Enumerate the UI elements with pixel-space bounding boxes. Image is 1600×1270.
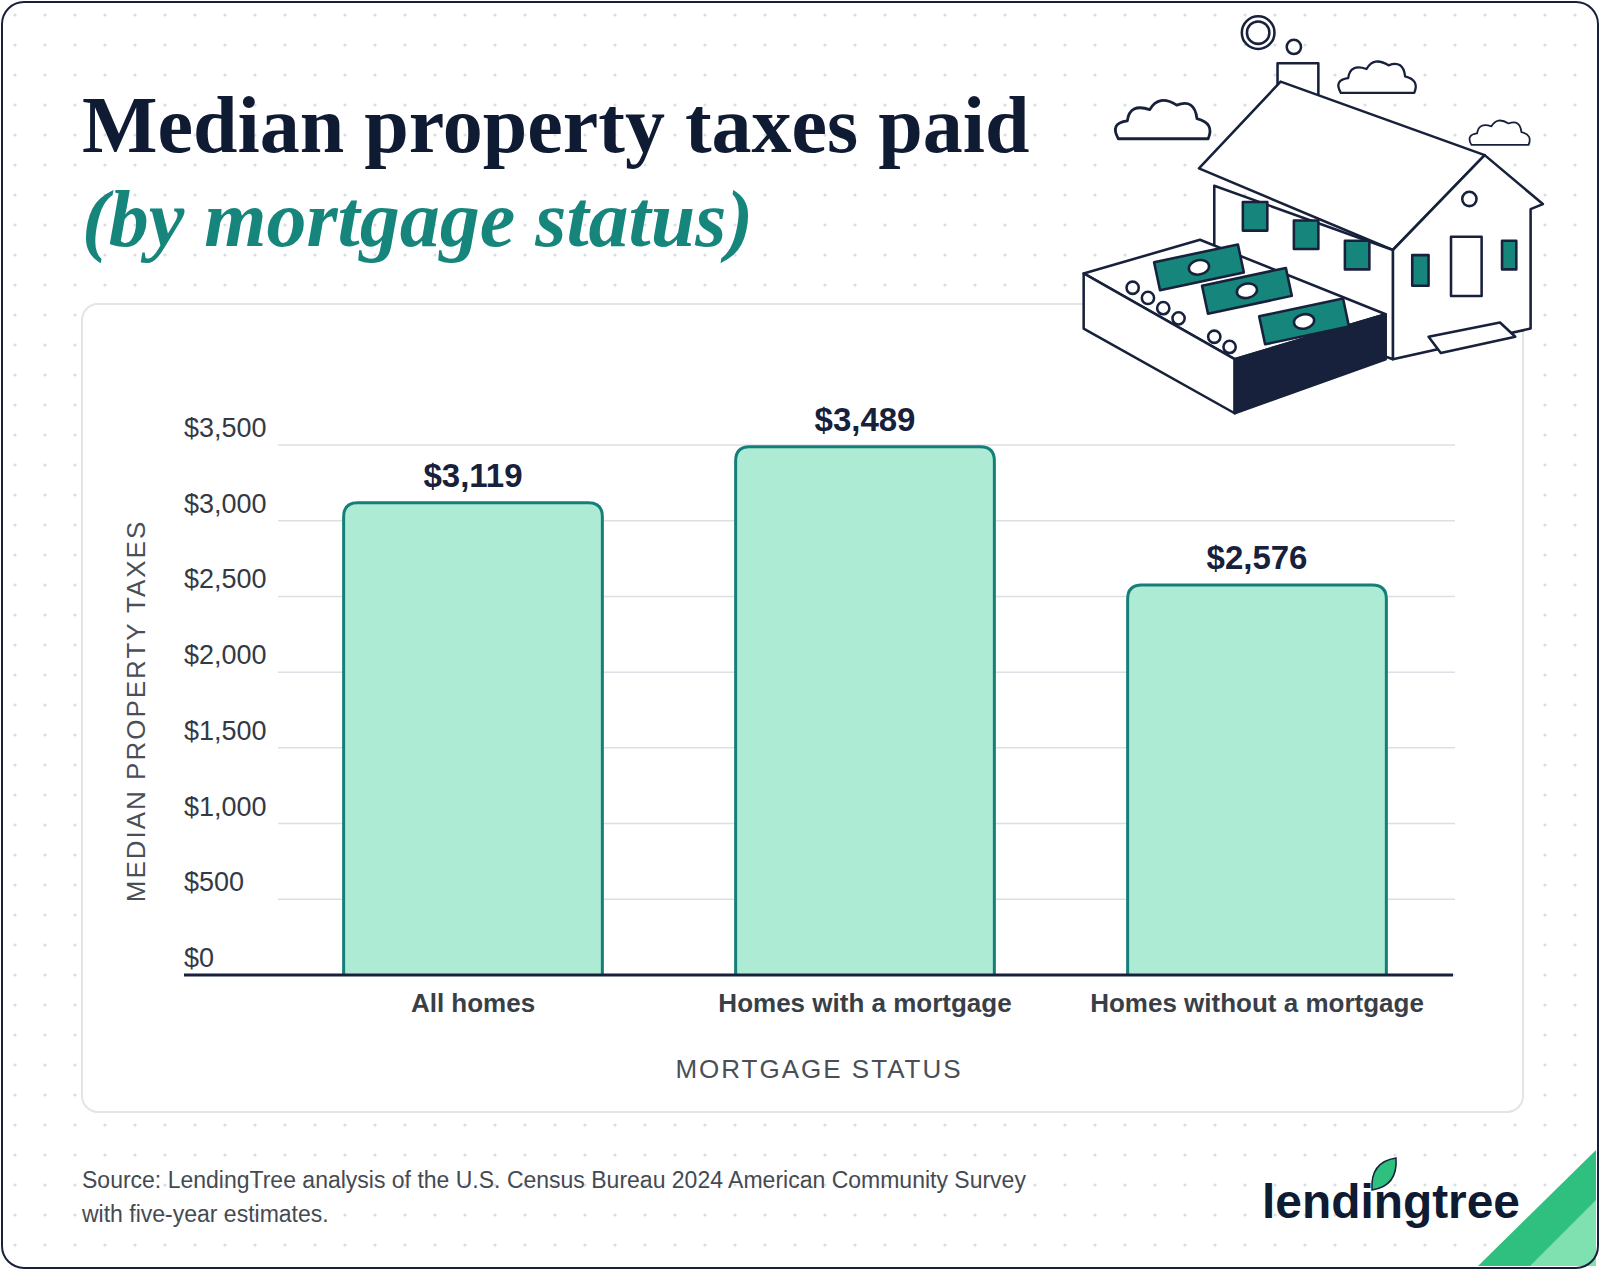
chart-root: Median property taxes paid(by mortgage s…	[0, 0, 1600, 1270]
coin-inner	[1247, 21, 1269, 43]
x-tick-label: All homes	[411, 988, 535, 1018]
source-line: Source: LendingTree analysis of the U.S.…	[82, 1167, 1026, 1193]
window	[1243, 202, 1267, 231]
y-tick-label: $1,000	[184, 792, 267, 822]
cloud	[1470, 120, 1530, 144]
source-line: with five-year estimates.	[81, 1201, 329, 1227]
coin-small	[1172, 312, 1184, 324]
coin-small	[1142, 292, 1154, 304]
brand-leaf	[1372, 1158, 1396, 1190]
plot-panel	[82, 304, 1523, 1112]
window	[1502, 241, 1516, 270]
subtitle: (by mortgage status)	[82, 175, 753, 264]
y-axis-title: MEDIAN PROPERTY TAXES	[121, 520, 151, 903]
x-tick-label: Homes without a mortgage	[1090, 988, 1424, 1018]
coin-small	[1208, 331, 1220, 343]
bar	[344, 503, 603, 975]
y-tick-label: $3,000	[184, 489, 267, 519]
coin	[1242, 16, 1275, 49]
cloud	[1338, 61, 1415, 92]
bars	[344, 447, 1387, 975]
x-tick-label: Homes with a mortgage	[718, 988, 1011, 1018]
card-dots	[2, 2, 1598, 1268]
cloud-shape	[1115, 100, 1210, 138]
title: Median property taxes paid	[82, 81, 1029, 169]
corner-accent-light	[1530, 1200, 1596, 1266]
y-tick-label: $1,500	[184, 716, 267, 746]
coin-small	[1223, 341, 1235, 353]
card-border	[2, 2, 1598, 1268]
cloud	[1115, 100, 1210, 138]
bill-seal	[1188, 258, 1211, 276]
steps	[1429, 322, 1516, 353]
round-window	[1462, 192, 1476, 206]
y-tick-label: $0	[184, 943, 214, 973]
y-tick-label: $500	[184, 867, 244, 897]
bill-seal	[1235, 282, 1258, 300]
house-illustration	[1084, 16, 1543, 413]
window	[1412, 255, 1428, 286]
data-label: $3,119	[423, 457, 522, 494]
coin-small	[1127, 282, 1139, 294]
source: Source: LendingTree analysis of the U.S.…	[81, 1167, 1026, 1227]
door	[1451, 237, 1482, 296]
bill-body	[1259, 299, 1349, 345]
bill-body	[1202, 268, 1292, 314]
bill	[1202, 268, 1292, 314]
bubble	[1287, 40, 1301, 54]
cloud-shape	[1338, 61, 1415, 92]
x-axis-title: MORTGAGE STATUS	[675, 1054, 962, 1084]
card-bg	[2, 2, 1598, 1268]
brand-logo: lendingtree	[1262, 1175, 1520, 1228]
data-label: $3,489	[815, 401, 916, 438]
gable-wall	[1393, 155, 1543, 359]
bar	[736, 447, 995, 975]
y-tick-label: $3,500	[184, 413, 267, 443]
bill-seal	[1293, 312, 1316, 330]
bar	[1128, 585, 1387, 975]
y-tick-label: $2,500	[184, 564, 267, 594]
coin-small	[1157, 302, 1169, 314]
bill	[1259, 299, 1349, 345]
cloud-shape	[1470, 120, 1530, 144]
x-axis-line	[184, 974, 1453, 977]
window	[1345, 241, 1369, 270]
window	[1294, 220, 1318, 249]
data-label: $2,576	[1207, 539, 1308, 576]
y-tick-label: $2,000	[184, 640, 267, 670]
